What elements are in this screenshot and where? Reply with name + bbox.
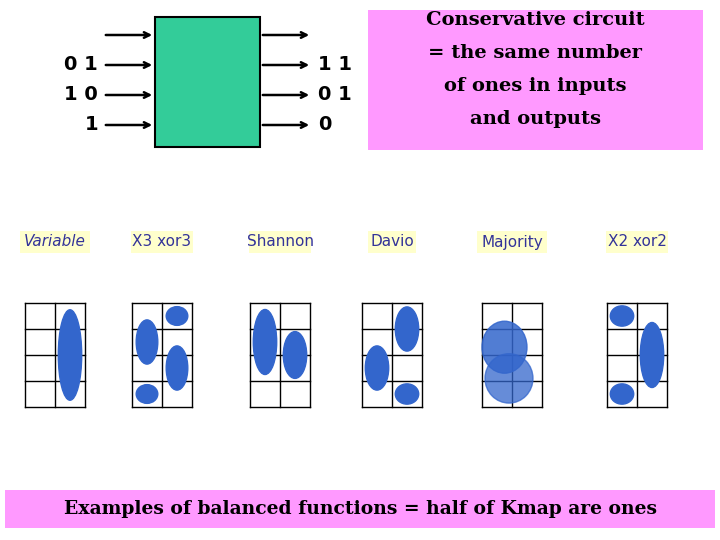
Text: Examples of balanced functions = half of Kmap are ones: Examples of balanced functions = half of… xyxy=(63,500,657,518)
Bar xyxy=(606,231,668,253)
Bar xyxy=(5,490,715,528)
Bar xyxy=(131,231,193,253)
Text: Shannon: Shannon xyxy=(246,234,313,249)
Text: 0 1: 0 1 xyxy=(64,56,98,75)
Ellipse shape xyxy=(395,307,419,351)
Ellipse shape xyxy=(136,320,158,364)
Bar xyxy=(248,231,311,253)
Text: of ones in inputs: of ones in inputs xyxy=(444,77,626,95)
Bar xyxy=(155,17,260,147)
Ellipse shape xyxy=(166,346,188,390)
Text: 1 0: 1 0 xyxy=(64,85,98,105)
Ellipse shape xyxy=(58,310,81,400)
Text: and outputs: and outputs xyxy=(469,110,600,128)
Ellipse shape xyxy=(283,332,307,379)
Ellipse shape xyxy=(611,306,634,326)
Ellipse shape xyxy=(611,384,634,404)
Bar xyxy=(368,10,703,150)
Ellipse shape xyxy=(485,354,533,403)
Ellipse shape xyxy=(253,309,276,375)
Ellipse shape xyxy=(166,307,188,326)
Text: Variable: Variable xyxy=(24,234,86,249)
Text: 0 1: 0 1 xyxy=(318,85,352,105)
Text: 0: 0 xyxy=(318,116,331,134)
Ellipse shape xyxy=(640,322,664,388)
Ellipse shape xyxy=(395,384,419,404)
Text: 1 1: 1 1 xyxy=(318,56,352,75)
Text: X3 xor3: X3 xor3 xyxy=(132,234,192,249)
Ellipse shape xyxy=(482,321,527,373)
Text: 1: 1 xyxy=(84,116,98,134)
Ellipse shape xyxy=(136,384,158,403)
Bar xyxy=(477,231,547,253)
Bar xyxy=(20,231,90,253)
Ellipse shape xyxy=(365,346,389,390)
Bar xyxy=(368,231,415,253)
Text: Majority: Majority xyxy=(481,234,543,249)
Text: Conservative circuit: Conservative circuit xyxy=(426,11,644,29)
Text: X2 xor2: X2 xor2 xyxy=(608,234,667,249)
Text: = the same number: = the same number xyxy=(428,44,642,62)
Text: Davio: Davio xyxy=(370,234,414,249)
